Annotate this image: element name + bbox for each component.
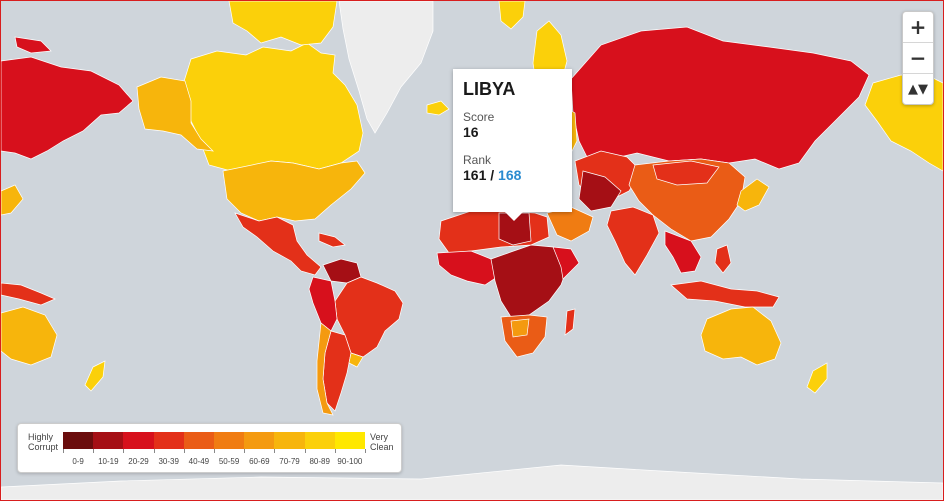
legend-tick bbox=[274, 449, 276, 453]
legend-tick bbox=[304, 449, 306, 453]
region-korea-japan[interactable] bbox=[736, 178, 770, 212]
legend-swatch bbox=[214, 432, 245, 449]
region-libya[interactable] bbox=[498, 212, 532, 246]
legend-range-label: 40-49 bbox=[188, 457, 210, 466]
region-svalbard[interactable] bbox=[498, 1, 526, 30]
legend-low-line2: Corrupt bbox=[28, 442, 59, 452]
legend-range-label: 10-19 bbox=[98, 457, 119, 466]
region-horn-of-africa[interactable] bbox=[552, 246, 580, 280]
country-tooltip: LIBYA Score 16 Rank 161 / 168 bbox=[453, 69, 572, 221]
legend-tick bbox=[153, 449, 155, 453]
compass-icon: ▲▼ bbox=[908, 81, 928, 97]
legend: Highly Corrupt 0-9 10-19 20-29 30-39 40-49 50… bbox=[17, 423, 402, 473]
legend-range-label: 90-100 bbox=[337, 457, 363, 466]
region-arabia[interactable] bbox=[546, 206, 594, 242]
legend-range-label: 80-89 bbox=[309, 457, 330, 466]
legend-swatch bbox=[304, 432, 335, 449]
legend-swatch bbox=[183, 432, 215, 449]
region-india[interactable] bbox=[606, 206, 660, 276]
legend-tick bbox=[365, 449, 366, 453]
legend-swatch bbox=[63, 432, 94, 449]
legend-tick bbox=[63, 449, 64, 453]
region-philippines[interactable] bbox=[714, 244, 732, 274]
tooltip-rank-value: 161 / 168 bbox=[463, 167, 562, 183]
region-japan-west[interactable] bbox=[1, 184, 24, 216]
region-greenland[interactable] bbox=[338, 1, 434, 134]
region-russia-west[interactable] bbox=[1, 56, 134, 160]
region-russia[interactable] bbox=[570, 26, 870, 170]
region-se-asia[interactable] bbox=[664, 230, 702, 274]
legend-swatch bbox=[123, 432, 154, 449]
reset-north-button[interactable]: ▲▼ bbox=[903, 73, 933, 104]
legend-tick bbox=[183, 449, 185, 453]
legend-tick bbox=[334, 449, 336, 453]
region-andes[interactable] bbox=[308, 276, 338, 332]
region-canada[interactable] bbox=[180, 42, 364, 172]
legend-high-label: Very Clean bbox=[370, 432, 394, 452]
zoom-controls: + − ▲▼ bbox=[902, 11, 934, 105]
region-australia-west[interactable] bbox=[1, 306, 58, 366]
region-central-asia[interactable] bbox=[578, 170, 622, 212]
legend-swatch bbox=[274, 432, 305, 449]
zoom-out-button[interactable]: − bbox=[903, 42, 933, 73]
legend-color-scale bbox=[63, 432, 366, 449]
region-mongolia[interactable] bbox=[652, 160, 720, 186]
tooltip-rank-label: Rank bbox=[463, 153, 492, 167]
region-caribbean[interactable] bbox=[318, 232, 346, 248]
region-brazil[interactable] bbox=[334, 276, 404, 358]
tooltip-rank-total: 168 bbox=[498, 167, 522, 183]
region-west-africa[interactable] bbox=[436, 250, 498, 286]
region-botswana[interactable] bbox=[510, 318, 530, 338]
legend-swatch bbox=[244, 432, 275, 449]
legend-range-label: 0-9 bbox=[72, 457, 84, 466]
legend-swatch bbox=[153, 432, 184, 449]
region-indonesia-west[interactable] bbox=[1, 282, 56, 306]
region-mexico[interactable] bbox=[234, 212, 322, 276]
region-central-africa[interactable] bbox=[490, 244, 570, 318]
region-usa[interactable] bbox=[222, 160, 366, 222]
legend-range-label: 20-29 bbox=[128, 457, 149, 466]
tooltip-score-label: Score bbox=[463, 110, 495, 124]
tooltip-rank: 161 bbox=[463, 167, 487, 183]
region-chile[interactable] bbox=[316, 322, 334, 416]
tooltip-rank-separator: / bbox=[486, 167, 499, 183]
legend-tick bbox=[123, 449, 125, 453]
region-indonesia[interactable] bbox=[670, 280, 780, 308]
legend-range-label: 70-79 bbox=[279, 457, 300, 466]
legend-ticks bbox=[63, 449, 366, 453]
tooltip-country-name: LIBYA bbox=[463, 79, 516, 99]
legend-tick bbox=[244, 449, 246, 453]
legend-high-line2: Clean bbox=[370, 442, 394, 452]
region-iceland[interactable] bbox=[426, 100, 450, 116]
legend-high-line1: Very bbox=[370, 432, 389, 442]
legend-range-labels: 0-9 10-19 20-29 30-39 40-49 50-59 60-69 70-79 80… bbox=[63, 457, 365, 467]
legend-tick bbox=[93, 449, 95, 453]
legend-low-label: Highly Corrupt bbox=[28, 432, 58, 452]
legend-range-label: 50-59 bbox=[218, 457, 240, 466]
legend-range-label: 60-69 bbox=[249, 457, 270, 466]
legend-range-label: 30-39 bbox=[158, 457, 179, 466]
region-arctic-islands[interactable] bbox=[228, 1, 338, 46]
zoom-in-button[interactable]: + bbox=[909, 15, 927, 39]
region-new-zealand-west[interactable] bbox=[84, 360, 106, 392]
region-russia-east-tip[interactable] bbox=[14, 36, 52, 54]
region-australia[interactable] bbox=[700, 306, 782, 366]
legend-swatch bbox=[334, 432, 366, 449]
legend-low-line1: Highly bbox=[28, 432, 54, 442]
tooltip-score-value: 16 bbox=[463, 124, 479, 140]
legend-swatch bbox=[93, 432, 124, 449]
region-new-zealand[interactable] bbox=[806, 362, 828, 394]
region-alaska[interactable] bbox=[136, 76, 214, 152]
region-uruguay[interactable] bbox=[348, 352, 364, 368]
legend-tick bbox=[214, 449, 215, 453]
region-antarctica[interactable] bbox=[1, 464, 943, 500]
region-madagascar[interactable] bbox=[564, 308, 576, 336]
